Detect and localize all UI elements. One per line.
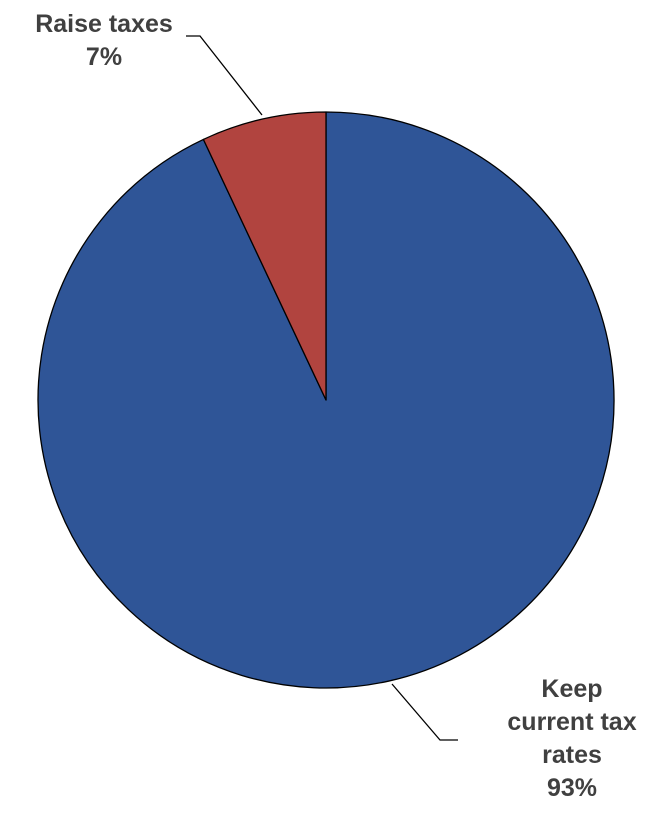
pie-slice-raise-taxes [202,111,327,401]
data-label-category: current tax [507,708,636,736]
leader-line-keep-current-tax-rates [391,683,458,741]
data-label-value: 93% [547,774,597,802]
data-label-keep-current-tax-rates: Keep current tax rates 93% [507,675,636,802]
data-label-value: 7% [86,43,122,71]
leader-line-raise-taxes [186,35,263,116]
data-label-category: Raise taxes [35,10,173,38]
data-label-category: Keep [541,675,602,703]
data-label-raise-taxes: Raise taxes 7% [35,10,173,71]
data-label-category: rates [542,741,602,769]
